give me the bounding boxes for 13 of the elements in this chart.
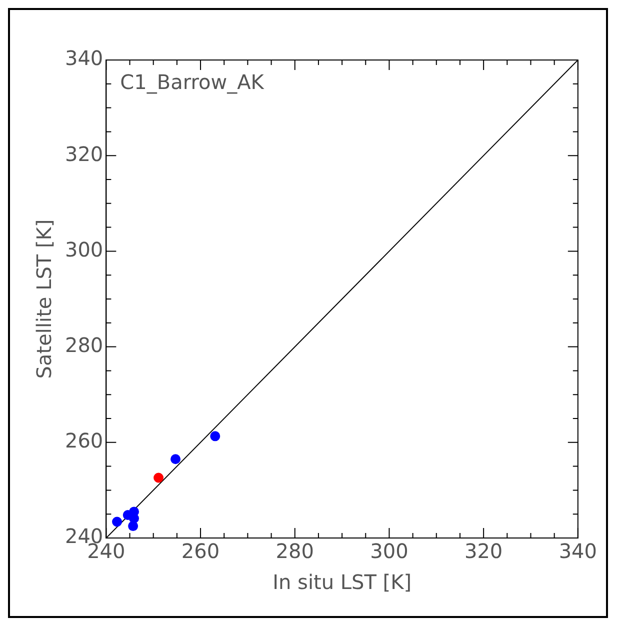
y-tick-label: 300 <box>64 237 104 262</box>
x-tick-label: 280 <box>276 539 314 564</box>
y-tick-label: 280 <box>64 333 104 358</box>
x-axis-title: In situ LST [K] <box>272 570 412 594</box>
y-tick-label: 260 <box>64 428 104 453</box>
y-axis-title: Satellite LST [K] <box>32 219 56 379</box>
y-tick-label: 340 <box>64 46 104 70</box>
x-tick-label: 320 <box>464 539 503 564</box>
y-tick-label: 320 <box>64 142 104 166</box>
x-tick-label: 300 <box>370 539 408 564</box>
x-tick-label: 260 <box>181 539 220 564</box>
annotation: C1_Barrow_AK <box>120 70 265 94</box>
x-tick-label: 340 <box>558 539 598 564</box>
